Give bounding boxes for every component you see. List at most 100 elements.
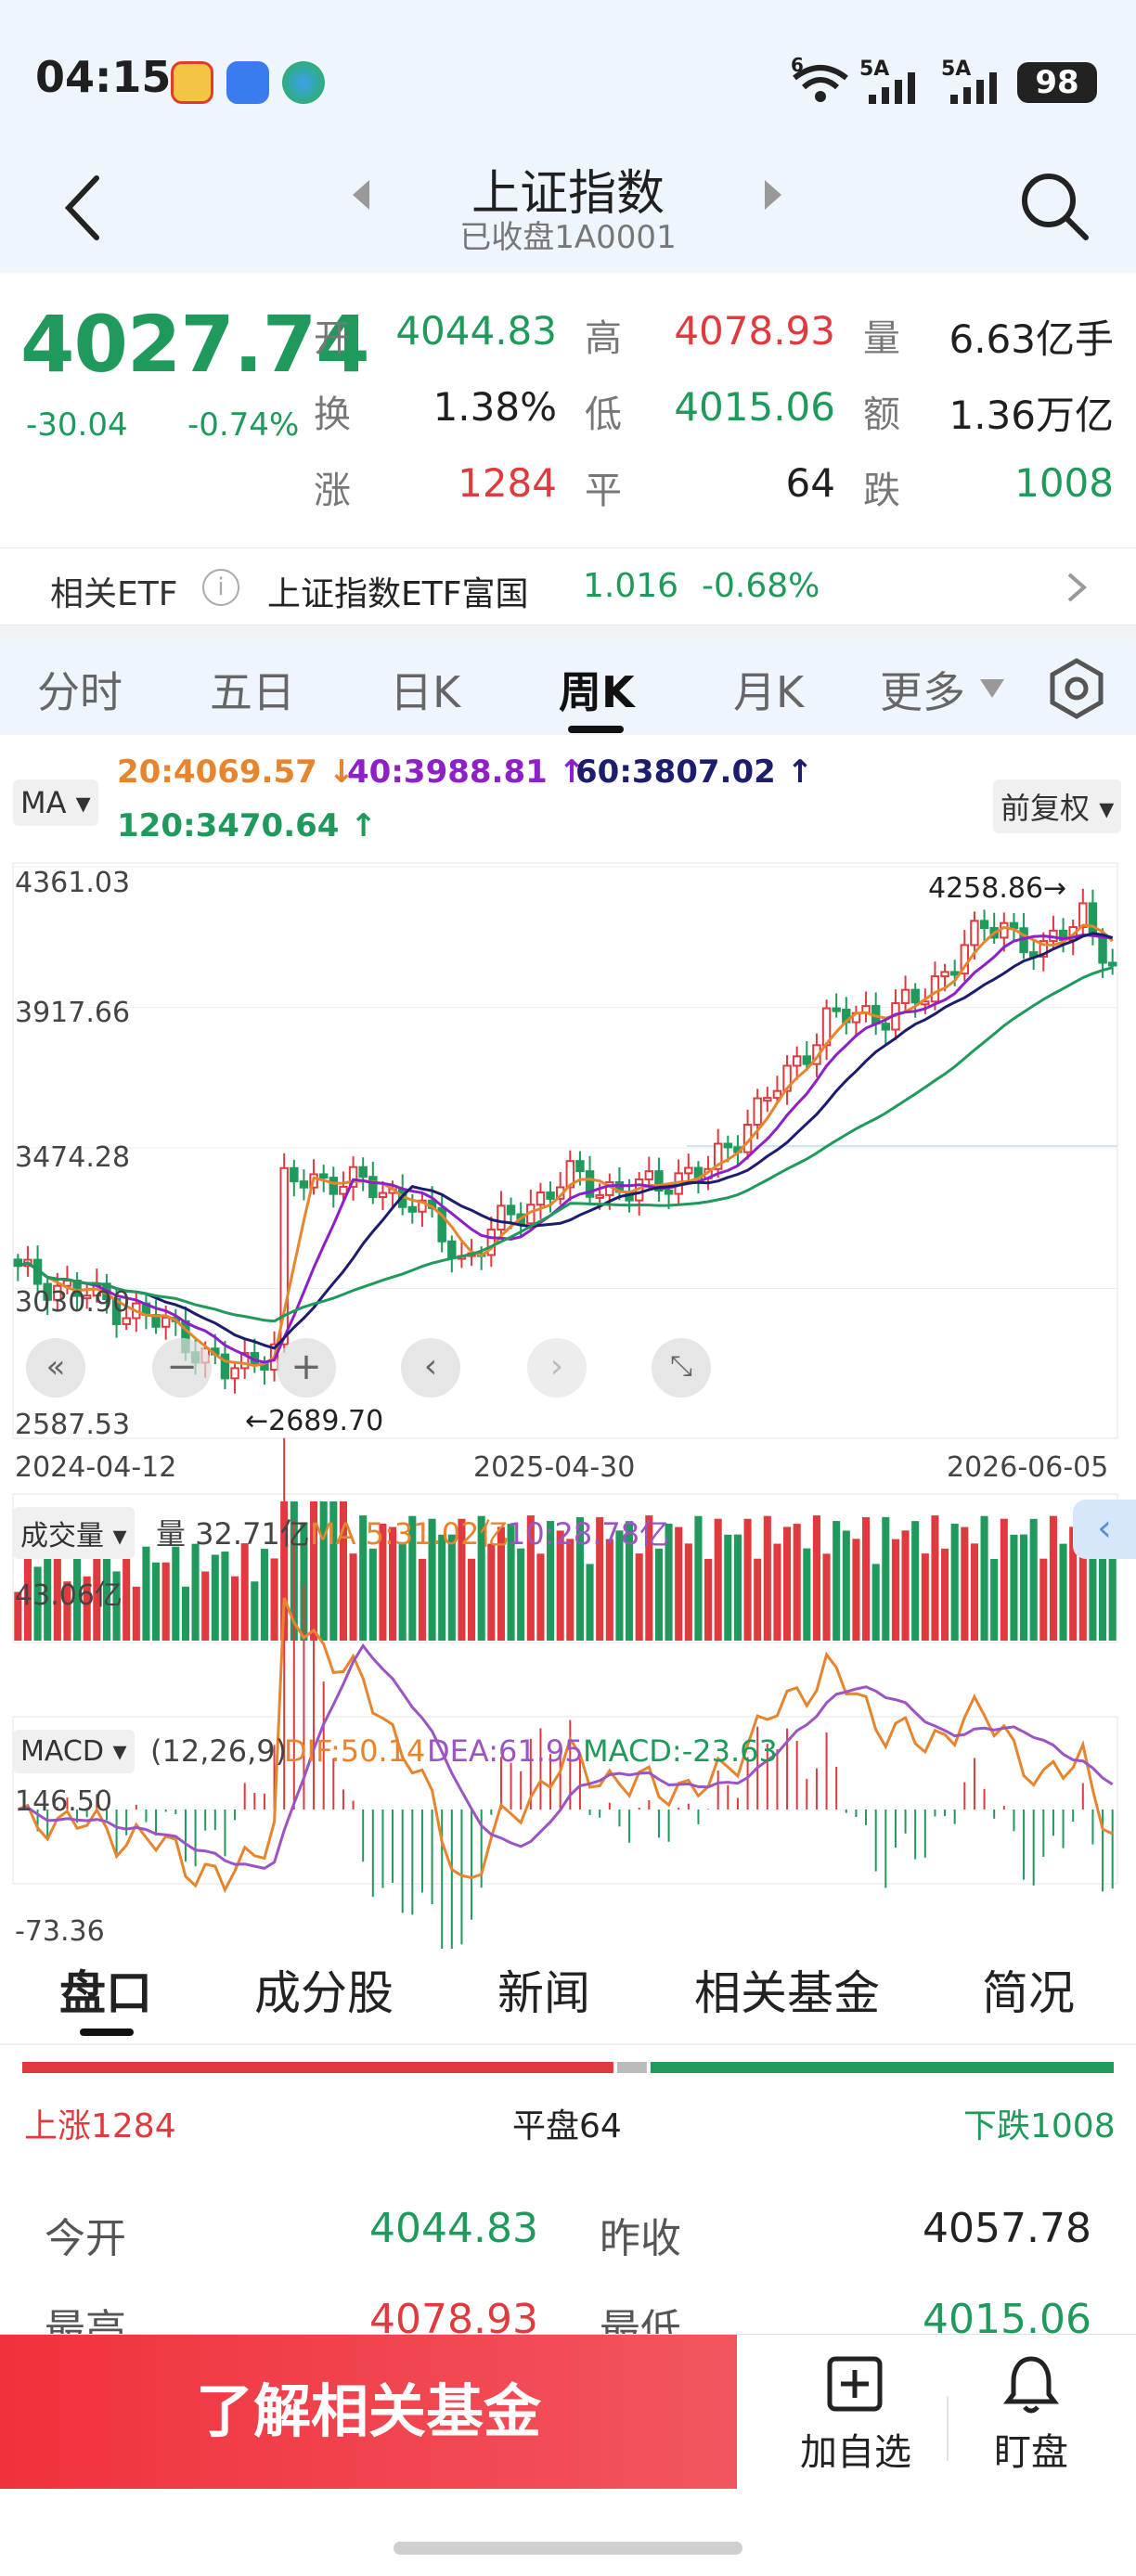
volume-bar <box>23 1544 32 1641</box>
add-watchlist-icon[interactable] <box>826 2355 884 2413</box>
page-title: 上证指数 <box>471 166 665 222</box>
ma60-value: 60:3807.02 ↑ <box>575 753 814 791</box>
candle-body <box>358 1166 368 1179</box>
volume-bar <box>1108 1553 1117 1641</box>
scroll-right-icon[interactable]: › <box>527 1338 587 1397</box>
volume-bar <box>586 1564 594 1641</box>
volume-bar <box>822 1553 831 1641</box>
fullscreen-icon[interactable]: ⤡ <box>652 1338 711 1397</box>
tab-weekly-k[interactable]: 周K <box>559 667 635 717</box>
tab-order-book[interactable]: 盘口 <box>59 1966 152 2020</box>
macd-selector[interactable]: MACD ▾ <box>13 1730 135 1773</box>
volume-bar <box>675 1526 683 1641</box>
volume-bar <box>812 1515 820 1641</box>
tab-daily-k[interactable]: 日K <box>390 667 461 717</box>
scroll-left-icon[interactable]: ‹ <box>401 1338 460 1397</box>
stat-label: 换 <box>314 393 351 436</box>
volume-bar <box>626 1521 634 1641</box>
volume-bar <box>191 1543 200 1641</box>
macd-dif: DIF:50.14 <box>284 1733 426 1769</box>
candle-body <box>832 1007 841 1012</box>
tab-monthly-k[interactable]: 月K <box>733 667 805 717</box>
stat-value: 1.36万亿 <box>949 393 1114 438</box>
tab-profile[interactable]: 简况 <box>982 1966 1075 2020</box>
volume-bar <box>596 1516 604 1641</box>
volume-bar <box>132 1586 140 1641</box>
tab-related-funds[interactable]: 相关基金 <box>694 1966 880 2020</box>
breadth-up-segment <box>22 2062 613 2073</box>
watch-monitor-button[interactable]: 盯盘 <box>994 2431 1068 2474</box>
prev-index-caret-icon[interactable] <box>349 178 373 212</box>
candle-body <box>900 988 910 1005</box>
chat-app-icon <box>226 61 269 104</box>
volume-bar <box>379 1524 387 1641</box>
volume-bar <box>763 1515 771 1641</box>
adjust-selector[interactable]: 前复权 ▾ <box>993 779 1122 833</box>
tab-intraday[interactable]: 分时 <box>37 667 123 717</box>
more-dropdown-caret-icon[interactable] <box>978 677 1006 700</box>
volume-bar <box>240 1543 249 1641</box>
battery-indicator: 98 <box>1017 62 1097 103</box>
volume-bar <box>507 1524 515 1641</box>
zoom-in-icon[interactable]: + <box>277 1338 336 1397</box>
next-index-caret-icon[interactable] <box>761 178 785 212</box>
ma120-value: 120:3470.64 ↑ <box>117 807 377 844</box>
volume-bar <box>605 1539 613 1641</box>
learn-related-funds-button[interactable]: 了解相关基金 <box>0 2335 737 2489</box>
home-indicator <box>394 2542 742 2555</box>
candle-body <box>654 1170 664 1192</box>
volume-bar <box>73 1543 82 1641</box>
stat-label: 开 <box>314 317 351 360</box>
bell-icon[interactable] <box>1002 2353 1060 2415</box>
volume-bar <box>547 1521 555 1641</box>
open-value: 4044.83 <box>369 2205 538 2252</box>
volume-bar <box>211 1554 219 1641</box>
volume-bar <box>53 1549 61 1641</box>
x-tick-mid: 2025-04-30 <box>473 1451 636 1484</box>
tab-five-day[interactable]: 五日 <box>210 667 295 717</box>
kline-chart[interactable] <box>0 854 1136 1949</box>
volume-selector[interactable]: 成交量 ▾ <box>13 1507 135 1559</box>
candle-body <box>1078 902 1088 929</box>
volume-bar <box>93 1552 101 1641</box>
stat-value: 4015.06 <box>674 384 835 430</box>
tab-news[interactable]: 新闻 <box>497 1966 590 2020</box>
volume-bar <box>704 1558 713 1641</box>
tab-more[interactable]: 更多 <box>880 667 965 717</box>
candle-body <box>723 1142 733 1149</box>
macd-dea: DEA:61.95 <box>427 1733 584 1769</box>
open-label: 今开 <box>45 2215 126 2262</box>
volume-bar <box>862 1516 871 1641</box>
candle-body <box>881 1023 891 1031</box>
candle-body <box>644 1170 654 1180</box>
volume-bar <box>921 1553 929 1641</box>
volume-bar <box>615 1530 624 1641</box>
tab-constituents[interactable]: 成分股 <box>254 1966 394 2020</box>
volume-bar <box>566 1539 574 1641</box>
info-icon[interactable]: i <box>202 569 239 606</box>
ma40-line <box>17 933 1113 1364</box>
ma-selector[interactable]: MA ▾ <box>13 779 98 826</box>
volume-bar <box>1039 1558 1048 1641</box>
volume-bar <box>773 1543 781 1641</box>
back-arrow-icon[interactable] <box>56 171 111 245</box>
stat-label: 额 <box>863 393 900 436</box>
candle-body <box>782 1064 792 1092</box>
stat-label: 量 <box>863 317 900 360</box>
add-watchlist-button[interactable]: 加自选 <box>800 2431 911 2474</box>
scroll-left-fast-icon[interactable]: « <box>26 1338 85 1397</box>
volume-bar <box>300 1522 308 1641</box>
collapse-panel-icon[interactable]: ‹ <box>1073 1500 1136 1559</box>
candle-body <box>378 1191 388 1198</box>
volume-bar <box>33 1566 42 1641</box>
volume-bar <box>408 1515 417 1641</box>
volume-bar <box>319 1501 328 1641</box>
y-tick-2: 3917.66 <box>15 997 131 1029</box>
related-etf-bar[interactable]: 相关ETF i 上证指数ETF富国 1.016 -0.68% <box>0 547 1136 625</box>
macd-y-tick-top: 146.50 <box>15 1785 112 1818</box>
zoom-out-icon[interactable]: − <box>152 1338 212 1397</box>
ma120-line <box>17 966 1114 1323</box>
settings-hexagon-icon[interactable] <box>1045 657 1108 720</box>
search-icon[interactable] <box>1017 169 1091 243</box>
volume-bar <box>654 1548 663 1641</box>
